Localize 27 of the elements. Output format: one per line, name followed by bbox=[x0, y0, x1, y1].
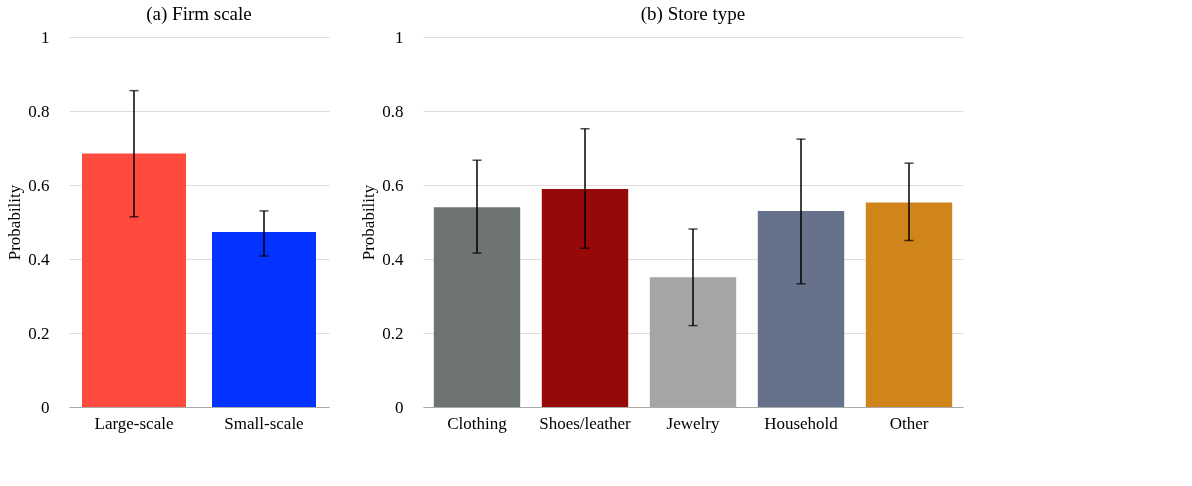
bar bbox=[433, 207, 521, 407]
x-tick-label: Small-scale bbox=[224, 413, 304, 433]
x-tick-label: Other bbox=[889, 413, 929, 433]
x-tick-label: Clothing bbox=[447, 413, 508, 433]
y-tick-label: 0.2 bbox=[382, 323, 404, 343]
x-tick-label: Jewelry bbox=[666, 413, 720, 433]
y-tick-label: 0 bbox=[41, 397, 50, 417]
y-axis-title: Probability bbox=[5, 184, 25, 261]
x-tick-label: Shoes/leather bbox=[539, 413, 632, 433]
y-tick-label: 0 bbox=[395, 397, 404, 417]
y-tick-label: 0.6 bbox=[28, 175, 50, 195]
y-tick-label: 0.4 bbox=[28, 249, 50, 269]
chart-title: (b) Store type bbox=[640, 3, 746, 25]
x-tick-label: Large-scale bbox=[94, 413, 174, 433]
y-tick-label: 0.6 bbox=[382, 175, 404, 195]
bar bbox=[541, 189, 629, 407]
y-tick-label: 0.8 bbox=[382, 101, 404, 121]
y-tick-label: 0.8 bbox=[28, 101, 50, 121]
y-tick-label: 1 bbox=[395, 27, 404, 47]
x-tick-label: Household bbox=[764, 413, 839, 433]
bar bbox=[757, 210, 845, 407]
y-tick-label: 0.4 bbox=[382, 249, 404, 269]
y-tick-label: 1 bbox=[41, 27, 50, 47]
y-axis-title: Probability bbox=[359, 184, 379, 261]
chart-title: (a) Firm scale bbox=[146, 3, 252, 25]
bar bbox=[865, 202, 953, 407]
y-tick-label: 0.2 bbox=[28, 323, 50, 343]
